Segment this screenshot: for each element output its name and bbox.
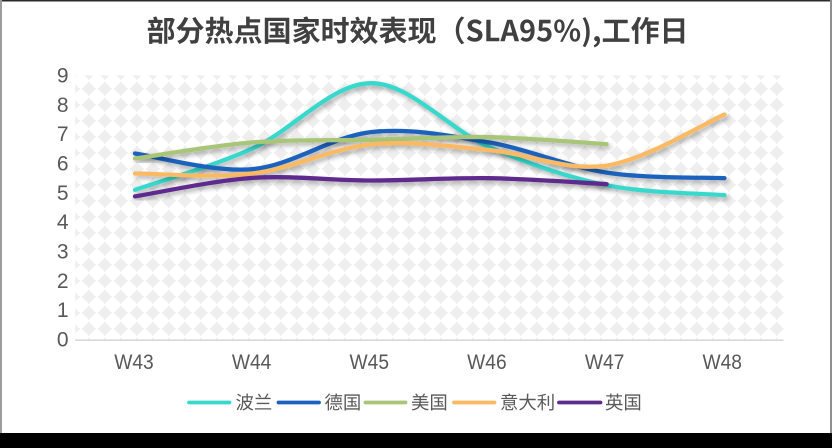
svg-text:4: 4 xyxy=(57,211,69,234)
svg-text:W45: W45 xyxy=(350,351,390,374)
svg-text:W44: W44 xyxy=(232,351,272,374)
svg-text:0: 0 xyxy=(57,329,69,352)
svg-text:3: 3 xyxy=(57,241,69,264)
svg-text:2: 2 xyxy=(57,270,69,293)
svg-text:1: 1 xyxy=(57,299,69,322)
svg-text:W48: W48 xyxy=(702,351,742,374)
svg-text:W46: W46 xyxy=(467,351,507,374)
svg-text:9: 9 xyxy=(57,65,69,88)
svg-text:5: 5 xyxy=(57,182,69,205)
svg-text:6: 6 xyxy=(57,153,69,176)
svg-text:W47: W47 xyxy=(585,351,625,374)
svg-text:W43: W43 xyxy=(114,351,154,374)
svg-text:8: 8 xyxy=(57,94,69,117)
svg-text:7: 7 xyxy=(57,123,69,146)
